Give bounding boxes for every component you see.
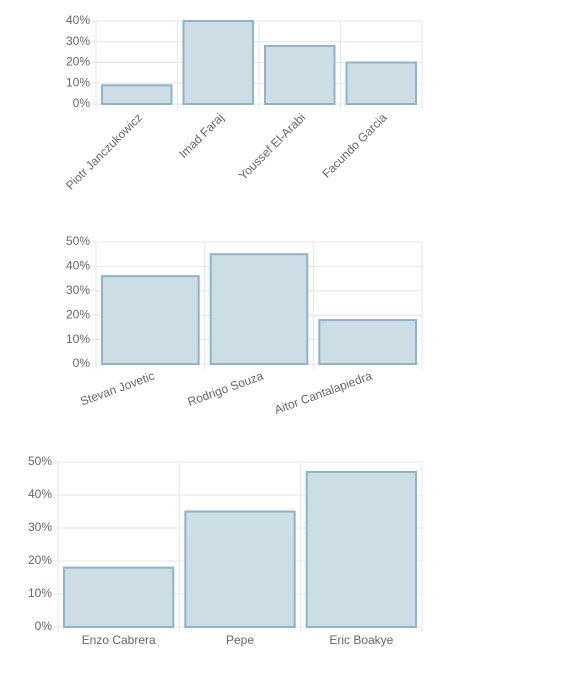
y-tick-label: 20% xyxy=(66,307,90,321)
bar xyxy=(101,84,173,105)
x-tick-label: Aitor Cantalapiedra xyxy=(272,369,374,417)
y-tick-label: 40% xyxy=(66,13,90,27)
y-tick-label: 20% xyxy=(66,55,90,69)
bar xyxy=(63,566,175,628)
x-tick-label: Rodrigo Souza xyxy=(186,369,266,409)
x-tick-label: Enzo Cabrera xyxy=(82,633,156,647)
y-tick-label: 0% xyxy=(35,619,53,633)
y-tick-label: 40% xyxy=(28,487,52,501)
bar xyxy=(101,275,200,365)
bar xyxy=(209,253,309,365)
bar xyxy=(264,44,336,105)
y-tick-label: 0% xyxy=(73,96,91,110)
y-tick-label: 10% xyxy=(28,586,52,600)
y-tick-label: 30% xyxy=(28,520,52,534)
x-tick-label: Facundo Garcia xyxy=(319,110,390,181)
x-tick-label: Pepe xyxy=(226,633,254,647)
bar xyxy=(182,20,254,105)
y-tick-label: 30% xyxy=(66,34,90,48)
y-tick-label: 40% xyxy=(66,259,90,273)
y-tick-label: 50% xyxy=(28,454,52,468)
y-tick-label: 10% xyxy=(66,332,90,346)
bar xyxy=(184,510,296,628)
y-tick-label: 10% xyxy=(66,75,90,89)
x-tick-label: Piotr Janczukowicz xyxy=(63,110,145,192)
y-tick-label: 20% xyxy=(28,553,52,567)
y-tick-label: 0% xyxy=(73,356,91,370)
x-tick-label: Imad Faraj xyxy=(176,110,226,160)
x-tick-label: Stevan Jovetic xyxy=(78,369,156,409)
x-tick-label: Youssef El-Arabi xyxy=(236,110,308,182)
x-tick-label: Eric Boakye xyxy=(329,633,393,647)
bar xyxy=(345,61,417,105)
y-tick-label: 50% xyxy=(66,234,90,248)
bar xyxy=(318,319,418,365)
bar xyxy=(305,470,417,628)
y-tick-label: 30% xyxy=(66,283,90,297)
